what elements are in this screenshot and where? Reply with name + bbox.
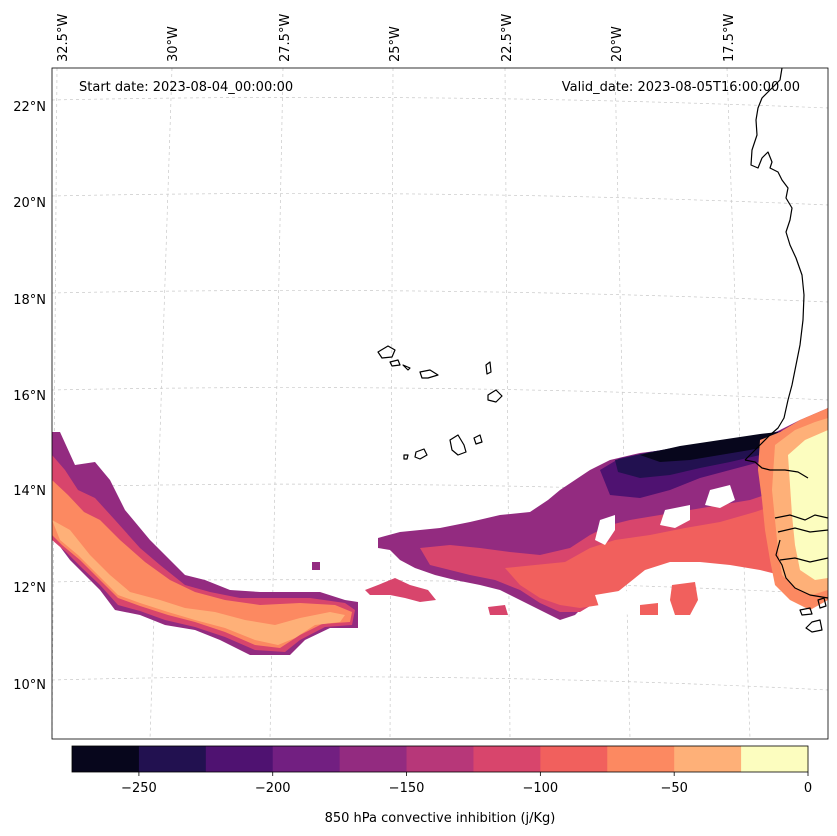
lat-label-20n: 20°N (13, 196, 46, 211)
contour-small-patch-3 (640, 603, 658, 615)
map-panel (52, 68, 828, 739)
cape-verde-island-9 (414, 448, 428, 460)
contour-small-patch-1 (488, 605, 508, 615)
colorbar-swatch (138, 746, 207, 772)
colorbar-tick-label: −200 (255, 781, 291, 796)
lat-label-12n: 12°N (13, 581, 46, 596)
map-frame (51, 67, 829, 740)
contour-sw-peak (52, 520, 345, 645)
lat-label-18n: 18°N (13, 293, 46, 308)
cape-verde-coast (744, 459, 809, 479)
colorbar-frame (71, 745, 809, 773)
contour-small-patch-4 (312, 562, 320, 570)
colorbar-swatch (473, 746, 541, 772)
gambia-border-north (774, 514, 829, 521)
cape-verde-island-7 (449, 434, 467, 456)
colorbar-swatch (72, 746, 140, 772)
lon-label-30w: 30°W (166, 26, 181, 62)
colorbar-swatch (272, 746, 341, 772)
cape-verde-island-4 (419, 369, 439, 379)
contour-sw-mid (52, 455, 355, 652)
contour-gaps (595, 485, 735, 615)
colorbar-swatches (72, 746, 809, 772)
contour-small-patch-2 (670, 582, 698, 615)
contour-central-patch (365, 578, 436, 602)
cape-verde-island-6 (487, 389, 503, 403)
cape-verde-island-3 (402, 364, 411, 371)
colorbar-swatch (406, 746, 474, 772)
contour-sw-warm (52, 480, 352, 648)
lon-label-27.5w: 27.5°W (278, 14, 293, 62)
lon-labels: 32.5°W 30°W 27.5°W 25°W 22.5°W 20°W 17.5… (56, 14, 737, 62)
lon-label-20w: 20°W (610, 26, 625, 62)
lat-labels: 22°N 20°N 18°N 16°N 14°N 12°N 10°N (13, 100, 46, 693)
colorbar-tick-label: −100 (523, 781, 559, 796)
valid-date-label: Valid_date: 2023-08-05T16:00:00.00 (562, 80, 800, 95)
colorbar-swatch (540, 746, 608, 772)
cape-verde-island-10 (403, 454, 409, 460)
coastlines (377, 67, 829, 633)
lon-label-17.5w: 17.5°W (722, 14, 737, 62)
start-date-label: Start date: 2023-08-04_00:00:00 (79, 80, 293, 95)
colorbar-swatch (607, 746, 675, 772)
lon-label-25w: 25°W (388, 26, 403, 62)
lat-label-22n: 22°N (13, 100, 46, 115)
cape-verde-island-8 (473, 434, 483, 445)
africa-coastline (744, 67, 805, 461)
lon-label-22.5w: 22.5°W (500, 14, 515, 62)
colorbar-tick-label: 0 (804, 781, 812, 796)
colorbar-tick-label: −150 (389, 781, 425, 796)
lon-label-32.5w: 32.5°W (56, 14, 71, 62)
contour-coast-peak (788, 430, 828, 580)
colorbar-swatch (339, 746, 408, 772)
colorbar-swatch (205, 746, 274, 772)
colorbar: −250 −200 −150 −100 −50 0 850 hPa convective … (71, 745, 812, 826)
colorbar-ticks: −250 −200 −150 −100 −50 0 (121, 772, 812, 796)
colorbar-tick-label: −250 (121, 781, 157, 796)
lat-label-14n: 14°N (13, 484, 46, 499)
contour-dark-strip-core (640, 432, 778, 462)
colorbar-swatch (741, 746, 809, 772)
colorbar-swatch (674, 746, 742, 772)
colorbar-label: 850 hPa convective inhibition (j/Kg) (325, 811, 556, 826)
guinea-bissau-coast (775, 539, 829, 599)
cape-verde-island-1 (377, 345, 396, 359)
lat-label-16n: 16°N (13, 389, 46, 404)
colorbar-tick-label: −50 (660, 781, 687, 796)
senegal-south-border (779, 557, 829, 563)
contour-central-warm (505, 478, 828, 608)
cape-verde-island-5 (485, 361, 492, 375)
cin-contours (52, 408, 828, 655)
lat-label-10n: 10°N (13, 678, 46, 693)
cape-verde-island-2 (389, 359, 401, 367)
gambia-border-south (777, 527, 829, 533)
bijagos-islands (799, 597, 827, 633)
